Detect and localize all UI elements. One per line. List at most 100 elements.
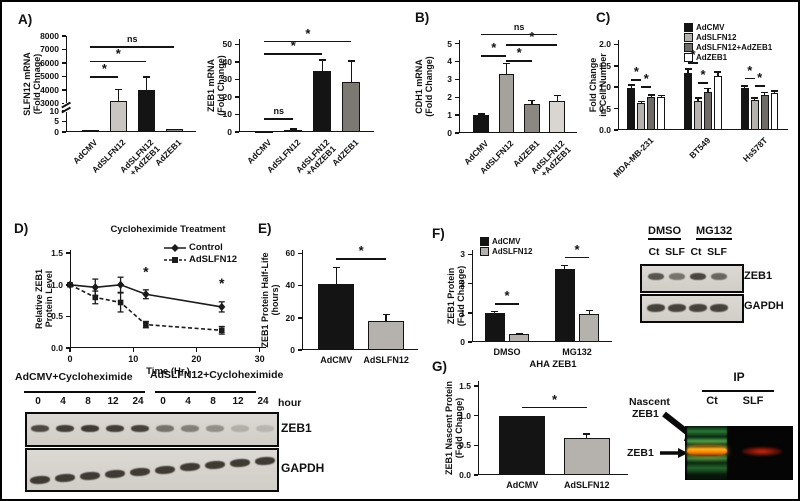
- y-tick-mark: [65, 315, 70, 318]
- y-tick-label: 0.5: [459, 440, 471, 451]
- plot-area: [459, 40, 577, 133]
- lane-label: 0: [160, 396, 166, 407]
- y-tick-label: 2.0: [599, 39, 611, 50]
- y-tick-mark: [613, 65, 618, 67]
- y-tick-mark: [61, 62, 66, 64]
- legend: AdCMV AdSLFN12: [480, 237, 532, 257]
- significance-label: *: [690, 47, 696, 63]
- gapdh-blot-strip: [25, 448, 279, 492]
- y-tick-label: 3: [447, 74, 452, 85]
- bar: [473, 115, 489, 133]
- protein-band: [80, 425, 99, 432]
- blot-group-label-mg132: MG132: [696, 225, 733, 240]
- y-tick-label: 2: [447, 92, 452, 103]
- error-bar: [505, 63, 508, 74]
- error-bar-cap: [289, 128, 297, 130]
- x-category-label: MG132: [562, 347, 592, 357]
- bar: [313, 70, 332, 132]
- blot-group-label-adcmv: AdCMV+Cycloheximide: [15, 371, 133, 383]
- y-tick-label: 60: [285, 248, 295, 259]
- protein-band: [154, 464, 175, 475]
- error-bar-cap: [502, 62, 510, 64]
- x-tick-mark: [69, 348, 71, 352]
- error-bar: [650, 94, 652, 97]
- error-bar-cap: [528, 99, 536, 102]
- y-tick-label: 8000: [40, 31, 59, 41]
- significance-line: [564, 256, 590, 259]
- y-tick-label: 40: [285, 280, 295, 291]
- x-tick-label: 30: [254, 354, 265, 364]
- protein-band: [646, 303, 666, 312]
- error-bar-cap: [637, 101, 645, 103]
- significance-label: *: [491, 40, 497, 56]
- gapdh-band-label: GAPDH: [281, 461, 325, 475]
- significance-label: ns: [273, 105, 285, 116]
- plot-area: [66, 36, 196, 132]
- error-bar: [588, 310, 590, 315]
- legend-item: AdSLFN12: [480, 247, 532, 256]
- bar: [81, 129, 100, 132]
- significance-line: [90, 76, 119, 78]
- bar: [750, 99, 759, 130]
- error-bar-cap: [684, 68, 692, 70]
- panel-label-e: E): [258, 221, 272, 236]
- significance-label: *: [358, 243, 364, 259]
- error-bar-cap: [751, 97, 759, 99]
- y-tick-mark: [234, 61, 239, 63]
- legend-label: AdCMV: [696, 23, 725, 32]
- y-tick-mark: [613, 129, 618, 131]
- y-tick-mark: [297, 284, 302, 287]
- panel-label-a: A): [18, 12, 33, 27]
- significance-line: [506, 60, 532, 62]
- error-bar-cap: [318, 59, 326, 61]
- bar: [740, 88, 749, 130]
- y-tick-label: 0: [290, 345, 295, 355]
- y-tick-mark: [473, 474, 478, 476]
- error-bar: [660, 95, 662, 98]
- significance-line: [698, 82, 708, 84]
- svg-text:*: *: [219, 275, 225, 291]
- y-tick-mark: [613, 107, 618, 110]
- y-tick-mark: [473, 444, 478, 447]
- y-tick-mark: [65, 347, 70, 349]
- x-category-label: MDA-MB-231: [611, 135, 656, 180]
- legend-label: AdZEB1: [696, 53, 728, 62]
- bar: [165, 129, 183, 132]
- slf-red-band: [742, 447, 782, 456]
- bar: [549, 100, 566, 133]
- error-bar-cap: [477, 113, 485, 115]
- protein-band: [709, 303, 729, 312]
- chart-cycloheximide: Cycloheximide Treatment Relative ZEB1 Prot…: [26, 220, 276, 377]
- protein-band: [105, 425, 124, 432]
- bar: [499, 415, 546, 475]
- gapdh-band-label: GAPDH: [744, 300, 784, 312]
- error-bar-cap: [714, 71, 722, 73]
- legend-label: AdSLFN12+AdZEB1: [696, 43, 773, 52]
- y-tick-label: 0.0: [599, 125, 611, 135]
- western-blot-mg132: DMSO MG132 Ct SLF Ct SLF ZEB1 GAPDH: [630, 220, 798, 330]
- protein-band: [155, 425, 174, 432]
- legend-item: AdCMV: [480, 237, 532, 246]
- y-tick-mark: [467, 282, 472, 285]
- group-underline: [24, 391, 145, 393]
- x-category-label: AdCMV: [320, 355, 353, 365]
- y-tick-label: 0: [447, 128, 452, 138]
- y-tick-mark: [61, 48, 66, 51]
- error-bar-cap: [647, 94, 655, 96]
- protein-band: [204, 460, 225, 470]
- chart-title: Cycloheximide Treatment: [110, 224, 226, 235]
- chart-zeb1-mrna: ZEB1 mRNA (Fold Change) 0 10 20 30 40 50 ns * * AdC…: [198, 22, 390, 214]
- bar: [579, 314, 600, 342]
- y-tick-mark: [454, 132, 459, 134]
- protein-band: [79, 471, 100, 481]
- error-bar: [335, 267, 337, 284]
- protein-band: [254, 456, 275, 466]
- significance-label: *: [290, 38, 296, 54]
- bar: [137, 89, 155, 132]
- legend-swatch: [684, 33, 693, 42]
- y-tick-label: 20: [285, 312, 295, 323]
- y-tick-mark: [61, 89, 66, 91]
- y-tick-mark: [454, 60, 459, 63]
- plot-area: [302, 250, 418, 350]
- significance-line: [754, 85, 765, 88]
